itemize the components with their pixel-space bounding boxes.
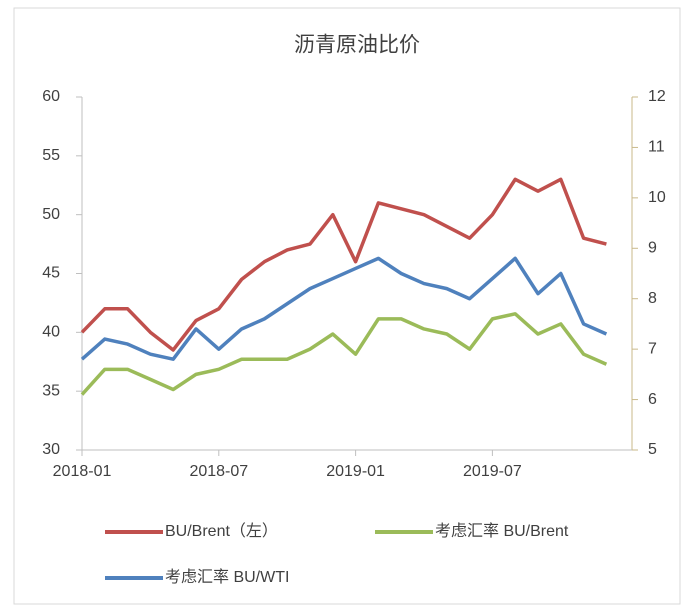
y2-tick-label: 5	[648, 441, 657, 458]
y-tick-label: 50	[42, 206, 60, 223]
series-line	[80, 256, 608, 361]
legend-label: 考虑汇率 BU/Brent	[435, 522, 569, 540]
chart-frame	[13, 7, 681, 605]
y-tick-label: 40	[42, 324, 60, 341]
chart-title: 沥青原油比价	[294, 34, 420, 57]
y2-tick-label: 8	[648, 290, 657, 307]
x-tick-label: 2018-01	[53, 463, 112, 480]
x-tick-label: 2019-01	[326, 463, 385, 480]
x-tick-label: 2018-07	[189, 463, 248, 480]
y-tick-label: 45	[42, 265, 60, 282]
y2-tick-label: 11	[648, 139, 665, 156]
series-line	[80, 177, 607, 352]
y2-tick-label: 10	[648, 189, 666, 206]
legend-label: BU/Brent（左）	[165, 522, 278, 540]
y2-tick-label: 7	[648, 340, 657, 357]
x-tick-label: 2019-07	[463, 463, 522, 480]
y-tick-label: 30	[42, 441, 60, 458]
y2-tick-label: 6	[648, 391, 657, 408]
legend-label: 考虑汇率 BU/WTI	[165, 568, 289, 586]
y-tick-label: 35	[42, 382, 60, 399]
y2-tick-label: 9	[648, 240, 657, 257]
y-tick-label: 55	[42, 147, 60, 164]
series-line	[80, 312, 608, 396]
y2-tick-label: 12	[648, 88, 666, 105]
y-tick-label: 60	[42, 88, 60, 105]
